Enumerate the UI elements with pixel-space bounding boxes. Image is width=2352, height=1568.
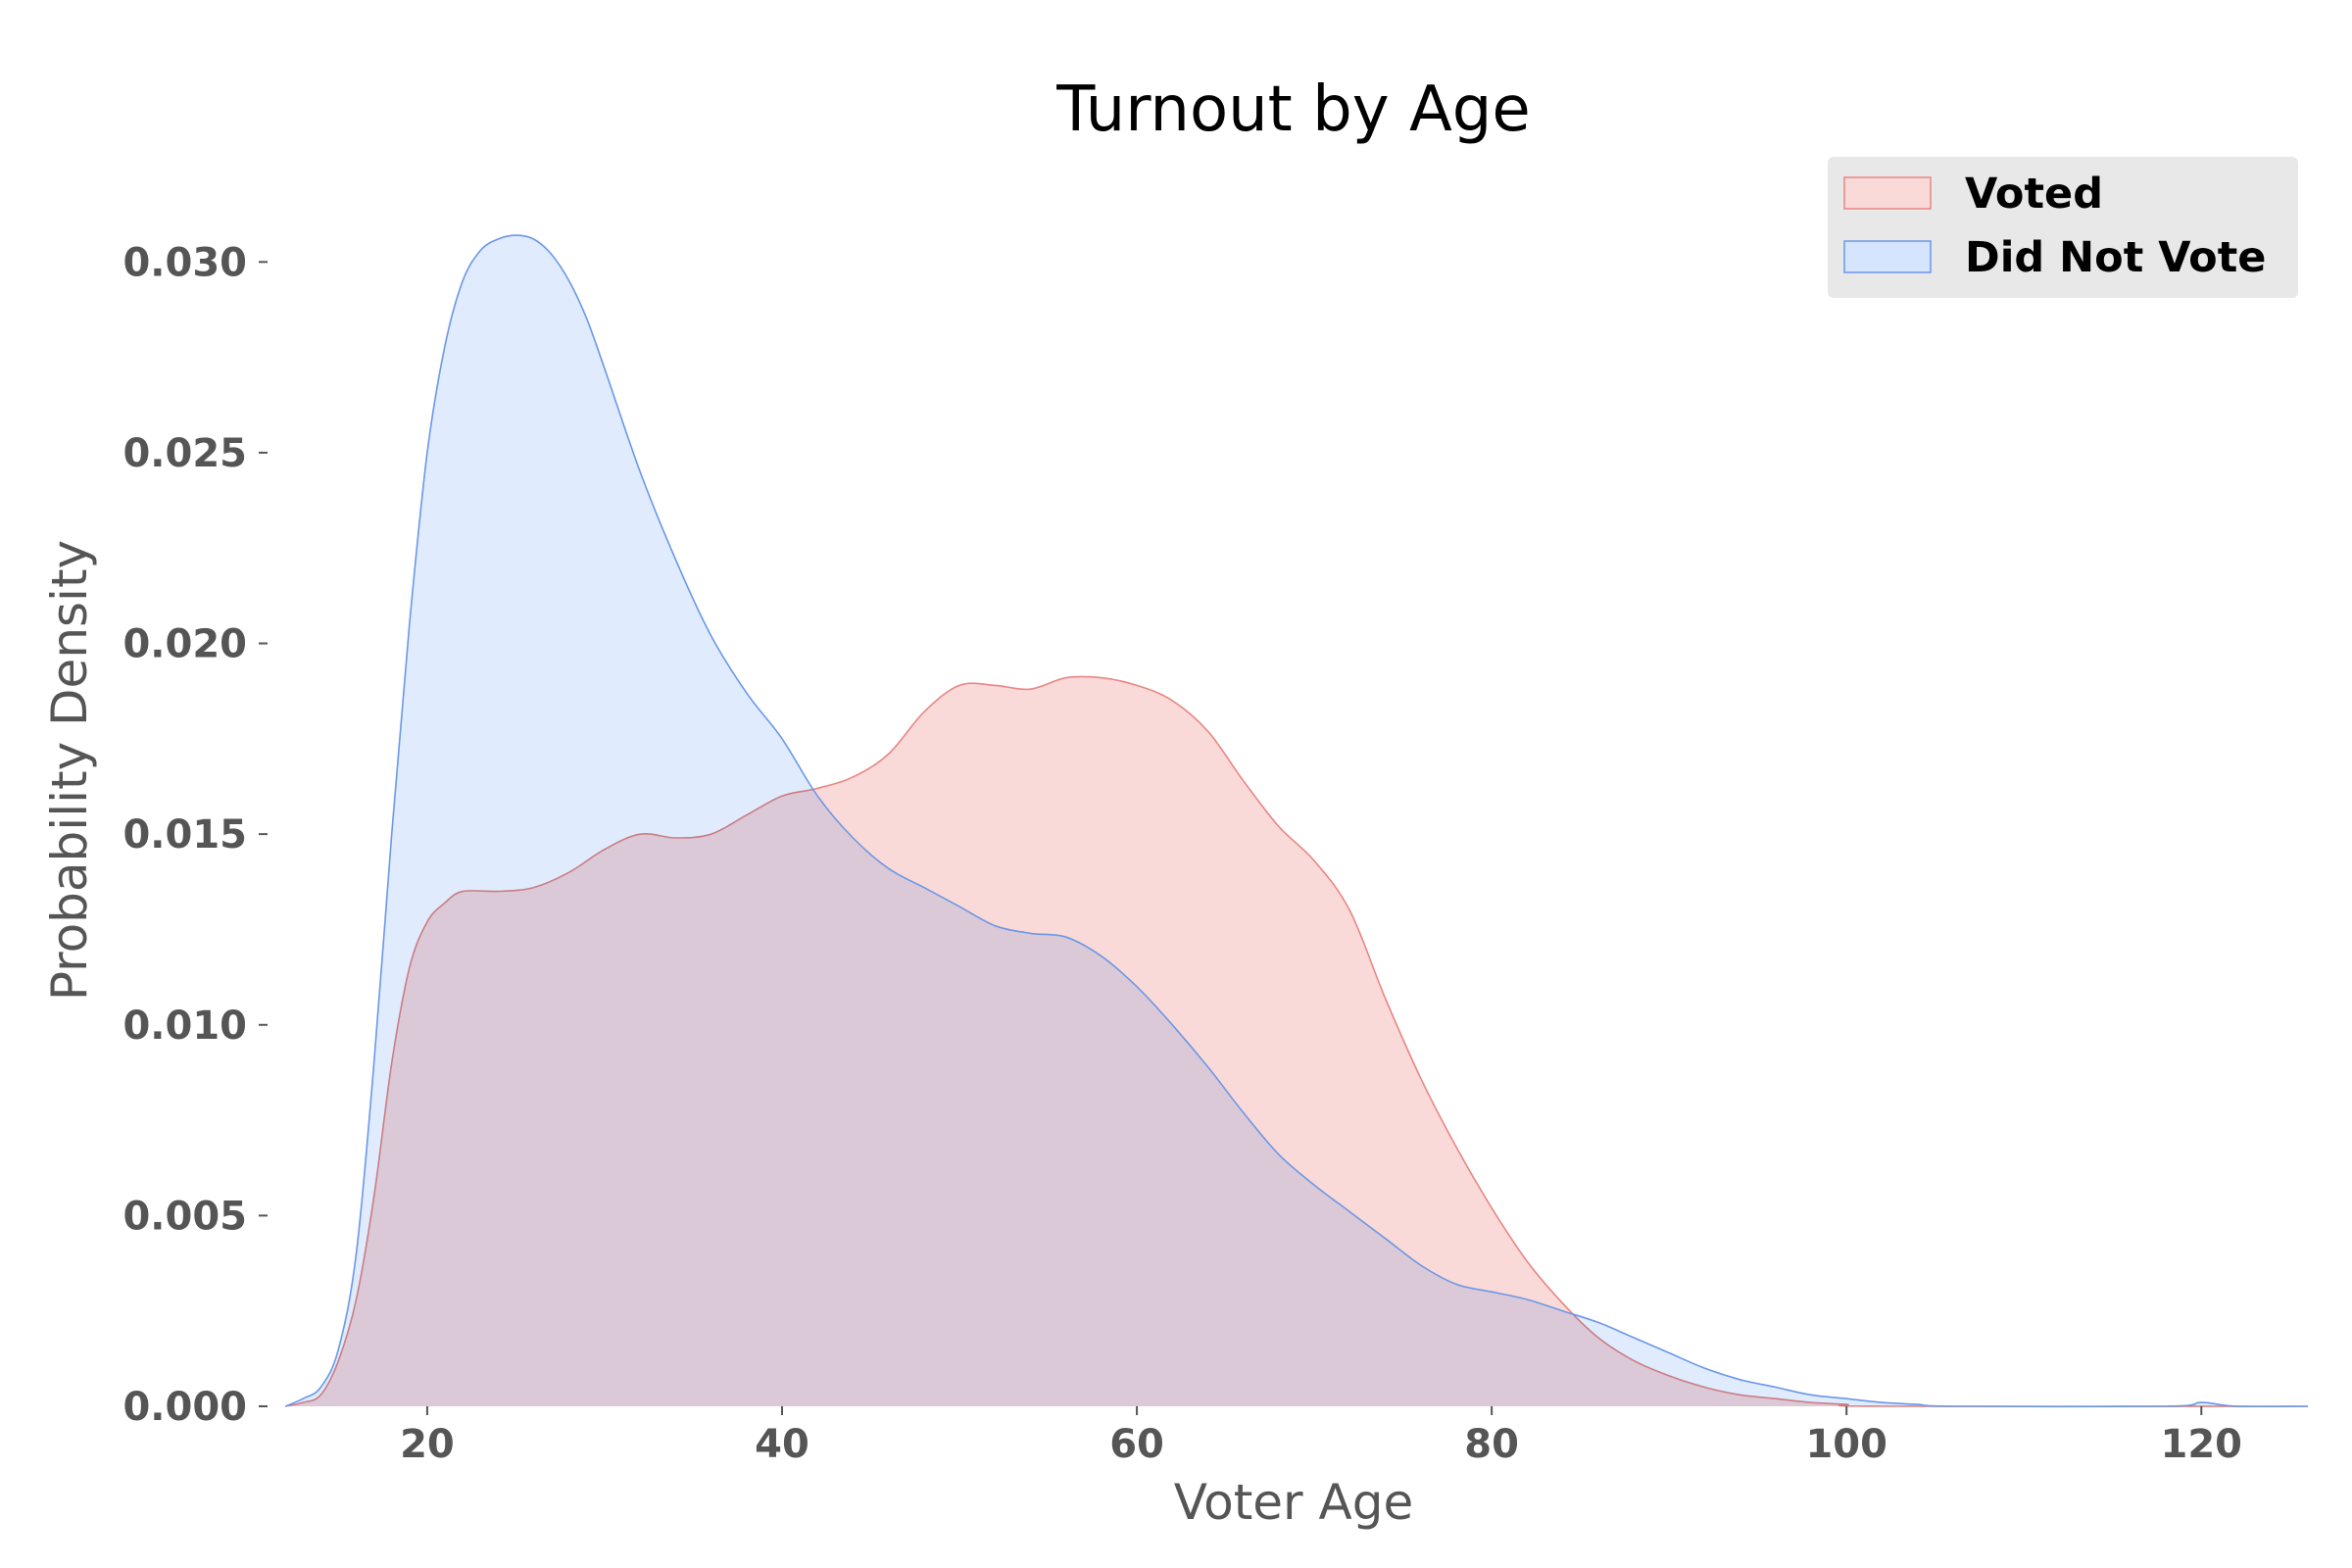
legend: Voted Did Not Vote: [1828, 157, 2298, 298]
y-axis-label: Probability Density: [41, 540, 98, 1001]
x-tick-label: 80: [1464, 1422, 1519, 1467]
x-tick-label: 20: [400, 1422, 455, 1467]
x-axis-label: Voter Age: [1174, 1474, 1413, 1531]
line-did-not-vote: [284, 234, 2308, 1408]
legend-label-did-not-vote: Did Not Vote: [1965, 233, 2266, 282]
y-tick-label: 0.030: [122, 240, 247, 285]
area-did-not-vote: [285, 235, 2308, 1407]
y-axis-ticks: 0.000 0.005 0.010 0.015 0.020 0.025 0.030: [122, 240, 268, 1430]
chart-title: Turnout by Age: [1055, 74, 1530, 146]
x-axis-ticks: 20 40 60 80 100 120: [400, 1406, 2242, 1467]
y-tick-label: 0.020: [122, 622, 247, 667]
x-tick-label: 100: [1805, 1422, 1887, 1467]
y-tick-label: 0.005: [122, 1194, 247, 1239]
legend-label-voted: Voted: [1965, 170, 2103, 219]
x-tick-label: 120: [2161, 1422, 2243, 1467]
plot-areas: [284, 234, 2308, 1408]
legend-swatch-did-not-vote: [1843, 240, 1932, 273]
x-tick-label: 60: [1109, 1422, 1164, 1467]
legend-swatch-voted: [1843, 176, 1932, 210]
legend-box: [1828, 157, 2298, 298]
y-tick-label: 0.025: [122, 431, 247, 476]
y-tick-label: 0.010: [122, 1004, 247, 1049]
x-tick-label: 40: [755, 1422, 809, 1467]
y-tick-label: 0.015: [122, 812, 247, 858]
y-tick-label: 0.000: [122, 1385, 247, 1430]
